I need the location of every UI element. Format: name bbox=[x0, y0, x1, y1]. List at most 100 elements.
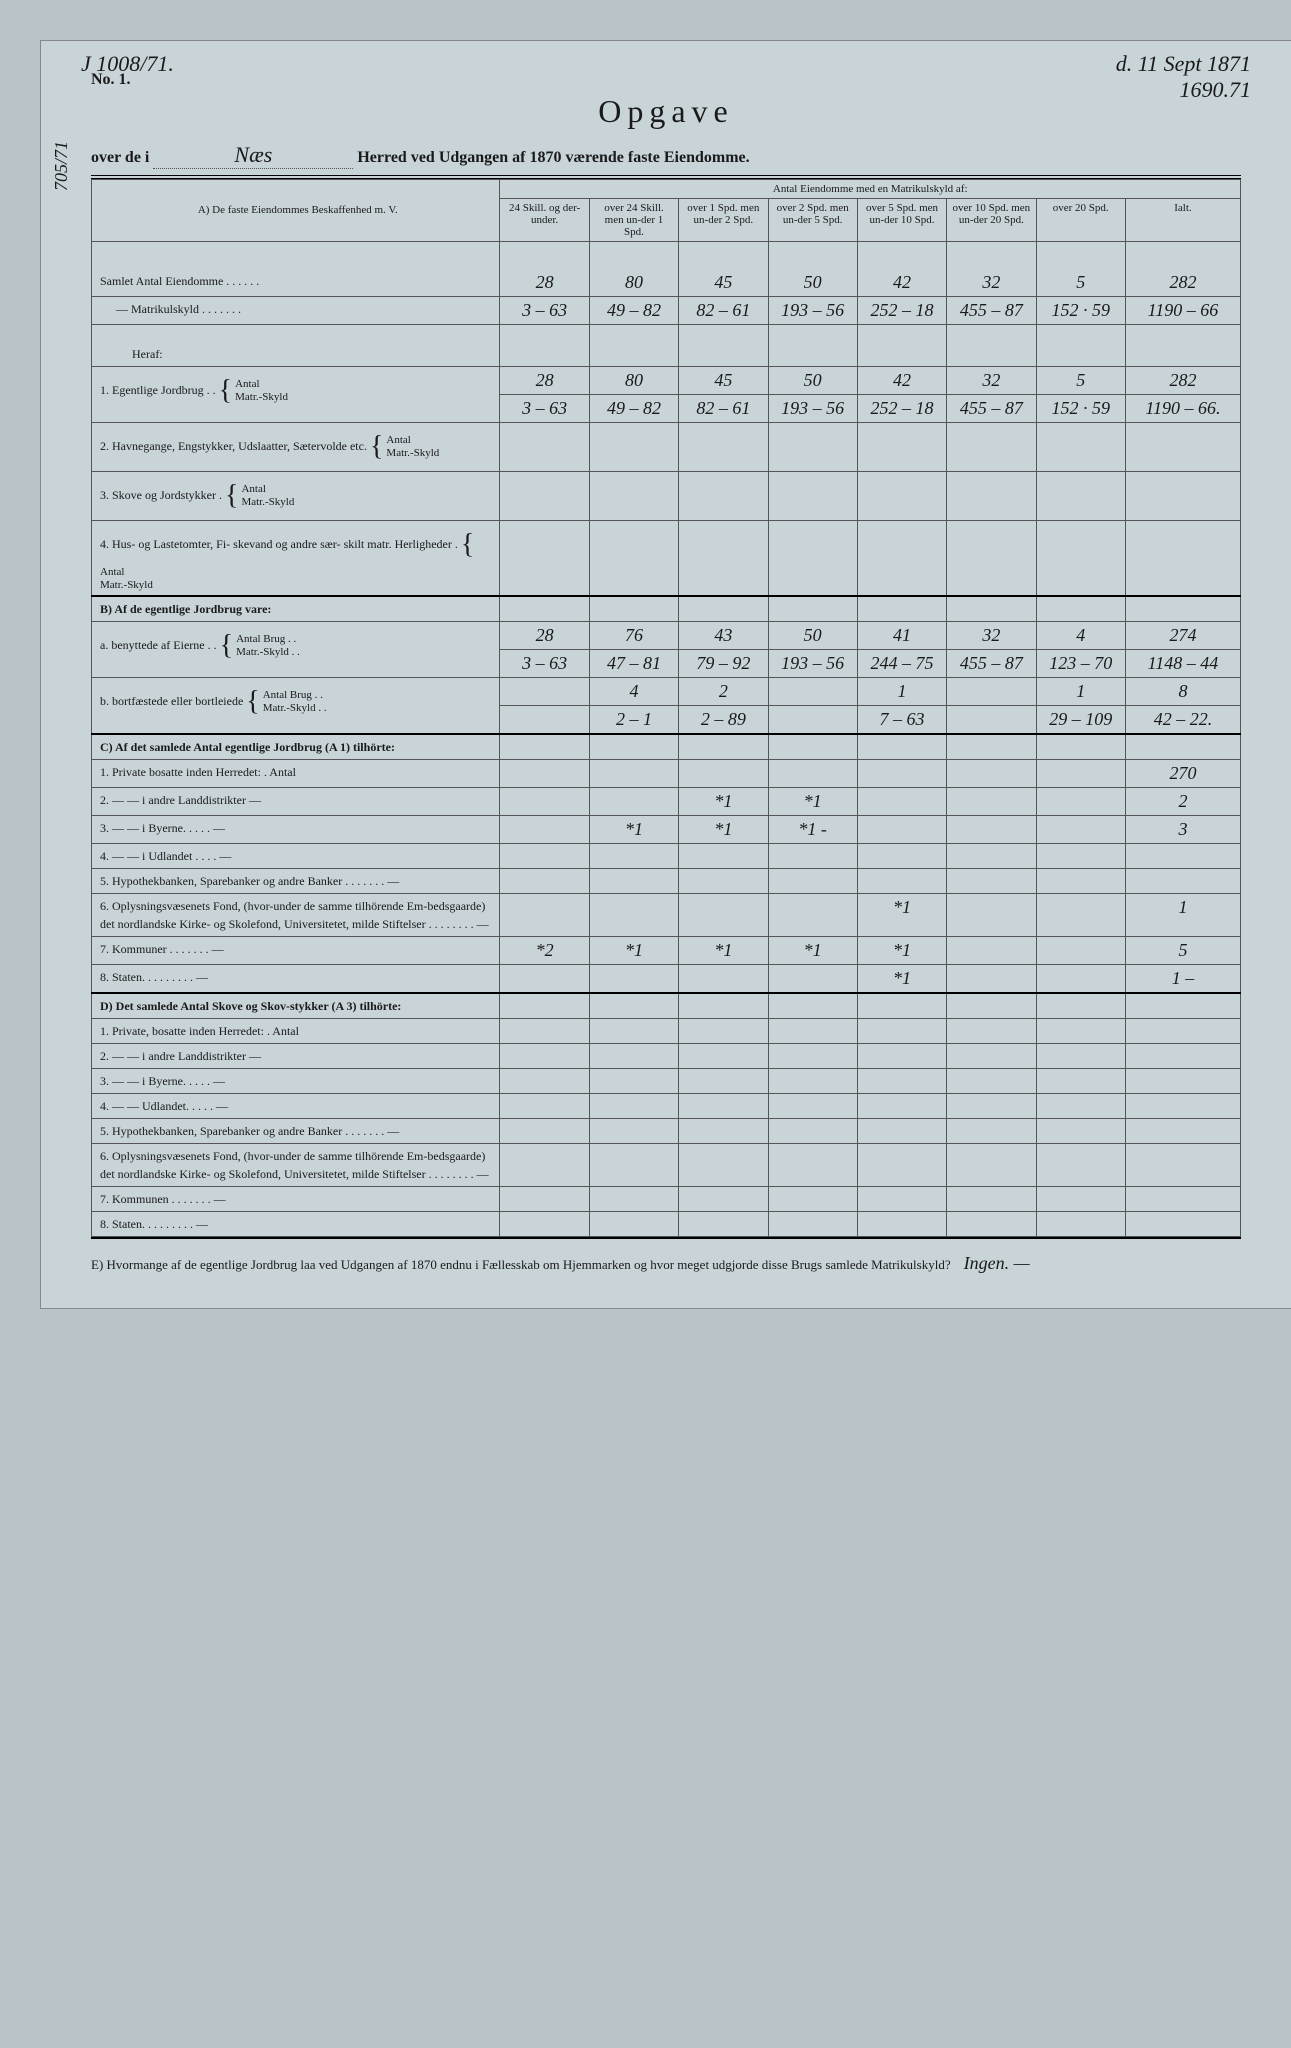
label: 3. Skove og Jordstykker . bbox=[100, 488, 222, 502]
cell: *1 bbox=[589, 816, 678, 844]
cell: *1 bbox=[857, 965, 946, 994]
sublabel: Antal Brug . . bbox=[263, 689, 327, 702]
cell: 1148 – 44 bbox=[1125, 650, 1240, 678]
label: b. bortfæstede eller bortleiede bbox=[100, 694, 243, 708]
footer-question: E) Hvormange af de egentlige Jordbrug la… bbox=[91, 1257, 951, 1272]
cell: 282 bbox=[1125, 367, 1240, 395]
col-header-4: over 2 Spd. men un-der 5 Spd. bbox=[768, 199, 857, 242]
cell bbox=[500, 760, 589, 788]
cell: 28 bbox=[500, 242, 589, 297]
cell: 50 bbox=[768, 242, 857, 297]
row-c6: 6. Oplysningsvæsenets Fond, (hvor-under … bbox=[92, 894, 1241, 937]
cell: 50 bbox=[768, 622, 857, 650]
section-b-header: B) Af de egentlige Jordbrug vare: bbox=[92, 596, 1241, 622]
cell: *1 bbox=[589, 937, 678, 965]
cell: 5 bbox=[1036, 242, 1125, 297]
col-header-1: 24 Skill. og der-under. bbox=[500, 199, 589, 242]
cell: 2 – 1 bbox=[589, 706, 678, 735]
section-d-header: D) Det samlede Antal Skove og Skov-stykk… bbox=[92, 993, 1241, 1019]
cell bbox=[1036, 937, 1125, 965]
subtitle: over de i Næs Herred ved Udgangen af 187… bbox=[91, 142, 1241, 169]
cell: *1 bbox=[679, 788, 768, 816]
sublabel-matrskyld: Matr.-Skyld bbox=[386, 447, 439, 460]
cell bbox=[500, 816, 589, 844]
label: Heraf: bbox=[132, 347, 163, 361]
cell bbox=[947, 788, 1036, 816]
row-ba-antal: a. benyttede af Eierne . . { Antal Brug … bbox=[92, 622, 1241, 650]
section-c-header: C) Af det samlede Antal egentlige Jordbr… bbox=[92, 734, 1241, 760]
cell bbox=[589, 894, 678, 937]
sublabel-antal: Antal bbox=[386, 434, 439, 447]
cell: *1 bbox=[679, 937, 768, 965]
row-d6: 6. Oplysningsvæsenets Fond, (hvor-under … bbox=[92, 1144, 1241, 1187]
brace-icon: { bbox=[370, 426, 383, 468]
row-c5: 5. Hypothekbanken, Sparebanker og andre … bbox=[92, 869, 1241, 894]
cell: 2 – 89 bbox=[679, 706, 768, 735]
cell: 4 bbox=[589, 678, 678, 706]
cell: 193 – 56 bbox=[768, 297, 857, 325]
cell bbox=[500, 788, 589, 816]
cell bbox=[1036, 894, 1125, 937]
cell: 41 bbox=[857, 622, 946, 650]
cell: 45 bbox=[679, 242, 768, 297]
cell: 193 – 56 bbox=[768, 395, 857, 423]
cell bbox=[947, 965, 1036, 994]
cell: 82 – 61 bbox=[679, 395, 768, 423]
col-header-a: A) De faste Eiendommes Beskaffenhed m. V… bbox=[92, 180, 500, 242]
cell: 274 bbox=[1125, 622, 1240, 650]
cell: 455 – 87 bbox=[947, 297, 1036, 325]
cell bbox=[589, 760, 678, 788]
subtitle-prefix: over de i bbox=[91, 149, 149, 166]
cell bbox=[768, 894, 857, 937]
subtitle-suffix: Herred ved Udgangen af 1870 værende fast… bbox=[357, 149, 749, 166]
brace-icon: { bbox=[461, 524, 474, 566]
cell: 28 bbox=[500, 367, 589, 395]
cell: 42 bbox=[857, 367, 946, 395]
page-title: Opgave bbox=[91, 93, 1241, 130]
row-c8: 8. Staten. . . . . . . . . — *11 – bbox=[92, 965, 1241, 994]
cell: 49 – 82 bbox=[589, 395, 678, 423]
row-c7: 7. Kommuner . . . . . . . — *2*1*1*1*15 bbox=[92, 937, 1241, 965]
col-header-6: over 10 Spd. men un-der 20 Spd. bbox=[947, 199, 1036, 242]
cell bbox=[947, 894, 1036, 937]
cell: 252 – 18 bbox=[857, 395, 946, 423]
cell: 152 · 59 bbox=[1036, 297, 1125, 325]
row-bb-antal: b. bortfæstede eller bortleiede { Antal … bbox=[92, 678, 1241, 706]
brace-icon: { bbox=[220, 625, 233, 667]
cell: *2 bbox=[500, 937, 589, 965]
brace-icon: { bbox=[225, 475, 238, 517]
cell: 32 bbox=[947, 622, 1036, 650]
cell: 29 – 109 bbox=[1036, 706, 1125, 735]
cell bbox=[679, 894, 768, 937]
cell: 252 – 18 bbox=[857, 297, 946, 325]
cell bbox=[1036, 760, 1125, 788]
row-samlet-antal: Samlet Antal Eiendomme . . . . . . 28 80… bbox=[92, 242, 1241, 297]
cell: *1 - bbox=[768, 816, 857, 844]
col-header-3: over 1 Spd. men un-der 2 Spd. bbox=[679, 199, 768, 242]
sublabel-matrskyld: Matr.-Skyld bbox=[241, 496, 294, 509]
cell: *1 bbox=[679, 816, 768, 844]
cell: 43 bbox=[679, 622, 768, 650]
cell: 455 – 87 bbox=[947, 395, 1036, 423]
cell: 1 bbox=[1125, 894, 1240, 937]
cell: *1 bbox=[768, 937, 857, 965]
sublabel-matrskyld: Matr.-Skyld bbox=[235, 391, 288, 404]
cell bbox=[1036, 965, 1125, 994]
brace-icon: { bbox=[219, 370, 232, 412]
label: 1. Egentlige Jordbrug . . bbox=[100, 383, 216, 397]
label: 2. Havnegange, Engstykker, Udslaatter, S… bbox=[100, 439, 367, 453]
margin-note-top-left: J 1008/71. bbox=[81, 51, 174, 77]
cell: 76 bbox=[589, 622, 678, 650]
cell bbox=[500, 678, 589, 706]
cell: 45 bbox=[679, 367, 768, 395]
label: 4. Hus- og Lastetomter, Fi- skevand og a… bbox=[100, 537, 458, 551]
cell: 1190 – 66 bbox=[1125, 297, 1240, 325]
cell: 455 – 87 bbox=[947, 650, 1036, 678]
brace-icon: { bbox=[246, 681, 259, 723]
cell bbox=[947, 937, 1036, 965]
row-c3: 3. — — i Byerne. . . . . — *1*1*1 -3 bbox=[92, 816, 1241, 844]
cell: 3 – 63 bbox=[500, 650, 589, 678]
row-samlet-matrik: — Matrikulskyld . . . . . . . 3 – 63 49 … bbox=[92, 297, 1241, 325]
cell bbox=[500, 965, 589, 994]
cell: 32 bbox=[947, 367, 1036, 395]
